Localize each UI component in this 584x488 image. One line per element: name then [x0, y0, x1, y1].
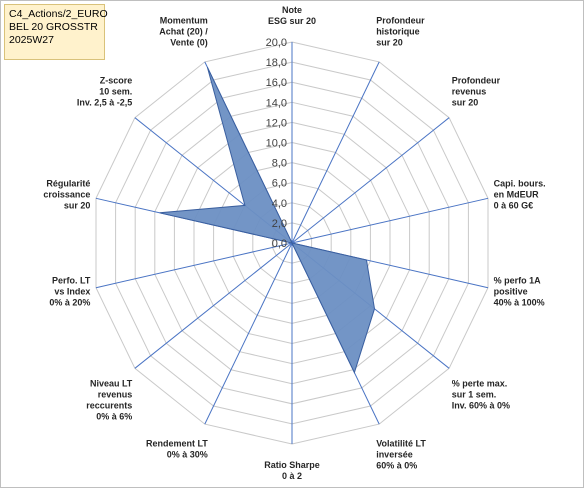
title-line-1: C4_Actions/2_EURO — [9, 8, 108, 20]
tick-label: 4,0 — [272, 198, 287, 210]
tick-label: 20,0 — [266, 37, 287, 49]
chart-title-box: C4_Actions/2_EURO BEL 20 GROSSTR 2025W27 — [4, 4, 108, 60]
axis-spoke — [291, 197, 489, 244]
tick-label: 10,0 — [266, 138, 287, 150]
axis-label: Perfo. LT vs Index 0% à 20% — [49, 275, 91, 307]
tick-label: 2,0 — [272, 218, 287, 230]
tick-label: 0,0 — [272, 238, 287, 250]
axis-label: Profondeur historique sur 20 — [376, 16, 425, 48]
axis-label: % perfo 1A positive 40% à 100% — [494, 275, 545, 307]
title-line-2: BEL 20 GROSSTR — [9, 21, 98, 33]
tick-label: 14,0 — [266, 97, 287, 109]
axis-label: Volatilité LT inversée 60% à 0% — [376, 439, 426, 471]
axis-label: Note ESG sur 20 — [268, 5, 316, 26]
axis-label: Rendement LT 0% à 30% — [146, 439, 208, 460]
axis-label: Niveau LT revenus reccurents 0% à 6% — [86, 378, 133, 421]
axis-label: Profondeur revenus sur 20 — [452, 76, 501, 108]
axis-spoke — [134, 242, 293, 369]
data-series-area — [159, 67, 376, 374]
axis-spoke — [95, 242, 293, 289]
tick-label: 8,0 — [272, 158, 287, 170]
tick-label: 12,0 — [266, 117, 287, 129]
title-line-3: 2025W27 — [9, 34, 54, 46]
axis-label: Z-score 10 sem. Inv. 2,5 à -2,5 — [77, 76, 132, 108]
axis-spoke — [204, 242, 293, 425]
axis-label: % perte max. sur 1 sem. Inv. 60% à 0% — [452, 378, 510, 410]
axis-label: Régularité croissance sur 20 — [43, 179, 90, 211]
axis-label: Ratio Sharpe 0 à 2 — [264, 460, 320, 481]
tick-label: 16,0 — [266, 77, 287, 89]
axis-label: Momentum Achat (20) / Vente (0) — [159, 16, 208, 48]
axis-spoke — [291, 117, 450, 244]
axis-spoke — [291, 61, 380, 244]
axis-label: Capi. bours. en MdEUR 0 à 60 G€ — [494, 179, 546, 211]
tick-label: 6,0 — [272, 178, 287, 190]
tick-label: 18,0 — [266, 57, 287, 69]
